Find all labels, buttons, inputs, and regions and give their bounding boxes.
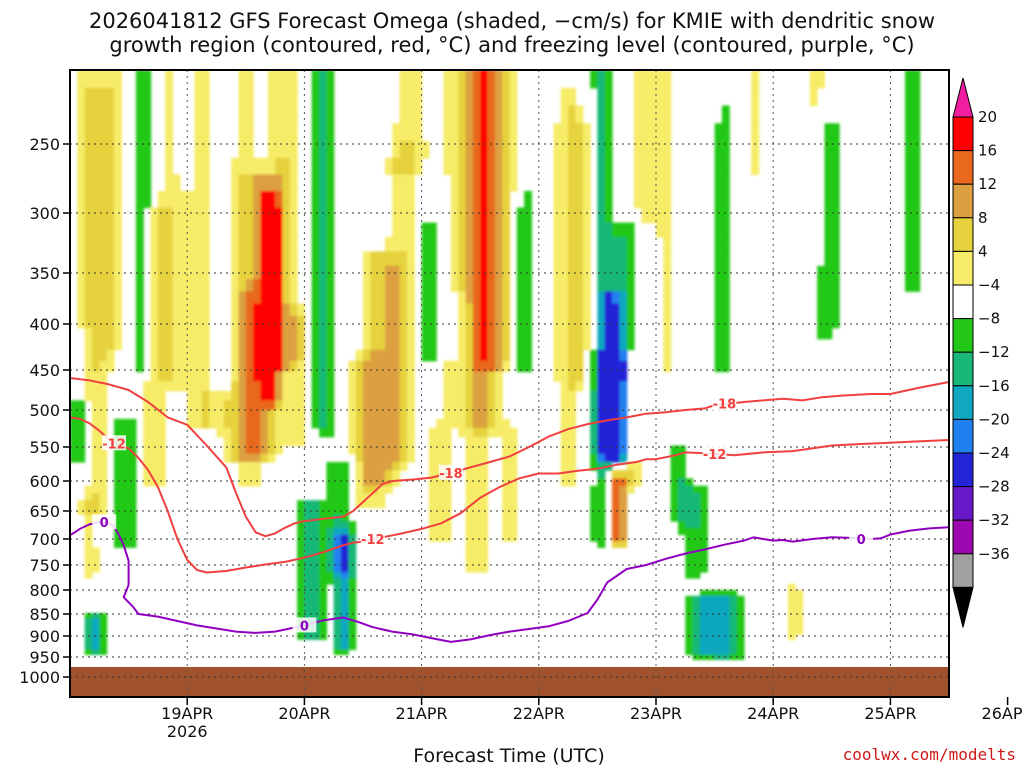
- x-tick-label-22APR: 22APR: [513, 704, 565, 723]
- colorbar-segment-5: [952, 284, 974, 320]
- chart-title-line-1: 2026041812 GFS Forecast Omega (shaded, −…: [89, 9, 935, 33]
- y-tick-label-700: 700: [29, 530, 60, 549]
- y-tick-label-650: 650: [29, 502, 60, 521]
- x-axis-label: Forecast Time (UTC): [413, 745, 604, 767]
- contour-label-freezing-level-0C-0: 0: [100, 516, 109, 531]
- colorbar-label-11: −28: [978, 478, 1010, 496]
- colorbar-segment-9: [952, 418, 974, 454]
- y-tick-label-800: 800: [29, 581, 60, 600]
- contour-dgz-minus18-upper: [70, 377, 949, 538]
- colorbar-label-10: −24: [978, 444, 1010, 462]
- colorbar-segment-4: [952, 250, 974, 286]
- colorbar-segment-10: [952, 452, 974, 488]
- contour-label-dgz-minus18-upper-0: -18: [439, 467, 463, 482]
- chart-title-line-2: growth region (contoured, red, °C) and f…: [109, 33, 914, 57]
- colorbar-label-0: 20: [978, 108, 997, 126]
- contour-label-bg: [702, 445, 727, 461]
- contour-label-dgz-minus12-upper-2: -12: [703, 448, 727, 463]
- colorbar-segment-1: [952, 150, 974, 185]
- y-tick-label-500: 500: [29, 401, 60, 420]
- colorbar-label-13: −36: [978, 545, 1010, 563]
- source-label: coolwx.com/modelts: [843, 745, 1016, 764]
- y-tick-label-450: 450: [29, 361, 60, 380]
- contour-lines: [70, 377, 949, 643]
- colorbar-label-12: −32: [978, 511, 1010, 529]
- colorbar-segment-12: [952, 519, 974, 555]
- contour-label-bg: [360, 531, 385, 546]
- contour-label-bg: [438, 464, 463, 480]
- colorbar-segment-0: [952, 116, 974, 152]
- colorbar-label-6: −8: [978, 310, 1000, 328]
- x-tick-label-19APR: 19APR: [161, 704, 213, 723]
- colorbar-bottom-arrow: [952, 586, 974, 628]
- colorbar-label-2: 12: [978, 175, 997, 193]
- contour-label-dgz-minus18-upper-1: -18: [713, 398, 737, 413]
- colorbar-segment-13: [952, 553, 974, 588]
- y-tick-label-400: 400: [29, 315, 60, 334]
- x-tick-label-25APR: 25APR: [864, 704, 916, 723]
- colorbar-segment-8: [952, 385, 974, 420]
- y-tick-label-750: 750: [29, 556, 60, 575]
- contour-label-bg: [92, 514, 117, 530]
- y-tick-label-900: 900: [29, 627, 60, 646]
- colorbar-label-3: 8: [978, 209, 988, 227]
- contour-freezing-level-0C: [70, 521, 949, 643]
- colorbar-segment-7: [952, 351, 974, 387]
- colorbar-top-arrow: [952, 77, 974, 118]
- x-tick-label-20APR: 20APR: [278, 704, 330, 723]
- colorbar-segment-3: [952, 217, 974, 252]
- contour-label-dgz-minus12-upper-1: -12: [361, 533, 385, 548]
- y-tick-label-550: 550: [29, 438, 60, 457]
- contour-label-dgz-minus12-upper-0: -12: [102, 437, 126, 452]
- colorbar-label-7: −12: [978, 343, 1010, 361]
- x-tick-year: 2026: [167, 722, 208, 741]
- colorbar-label-9: −20: [978, 410, 1010, 428]
- contour-label-freezing-level-0C-1: 0: [300, 619, 309, 634]
- plot-frame: [69, 69, 950, 698]
- y-tick-label-850: 850: [29, 605, 60, 624]
- y-tick-label-300: 300: [29, 204, 60, 223]
- contour-label-freezing-level-0C-2: 0: [857, 533, 866, 548]
- omega-shading: [70, 70, 921, 660]
- colorbar-label-8: −16: [978, 377, 1010, 395]
- y-tick-label-950: 950: [29, 648, 60, 667]
- y-tick-label-350: 350: [29, 264, 60, 283]
- y-tick-label-250: 250: [29, 135, 60, 154]
- contour-dgz-minus12-upper: [70, 416, 949, 574]
- grid-lines: [70, 70, 949, 697]
- contour-label-bg: [102, 435, 126, 451]
- ground-below-surface: [70, 667, 949, 697]
- colorbar-segment-11: [952, 486, 974, 521]
- contour-label-bg: [849, 531, 874, 546]
- colorbar: 20 16 12 8 4 −4 −8 −12 −16 −20 −24 −28 −32 −36: [952, 77, 1010, 628]
- pressure-axis: 250 300 350 400 450 500 550 600 650 700 750 800 850 9…: [19, 135, 70, 687]
- colorbar-segment-6: [952, 318, 974, 353]
- colorbar-label-5: −4: [978, 276, 1000, 294]
- colorbar-segment-2: [952, 183, 974, 219]
- colorbar-label-1: 16: [978, 142, 997, 160]
- contour-label-bg: [292, 617, 317, 633]
- contour-labels: 0000-12-12-12-12-18-18-18: [92, 395, 874, 634]
- y-tick-label-600: 600: [29, 472, 60, 491]
- colorbar-label-4: 4: [978, 242, 988, 260]
- x-tick-label-26APR: 26APR: [982, 704, 1024, 723]
- x-tick-label-24APR: 24APR: [747, 704, 799, 723]
- contour-label-bg: [712, 395, 737, 411]
- y-tick-label-1000: 1000: [19, 668, 60, 687]
- x-tick-label-21APR: 21APR: [396, 704, 448, 723]
- x-tick-label-23APR: 23APR: [630, 704, 682, 723]
